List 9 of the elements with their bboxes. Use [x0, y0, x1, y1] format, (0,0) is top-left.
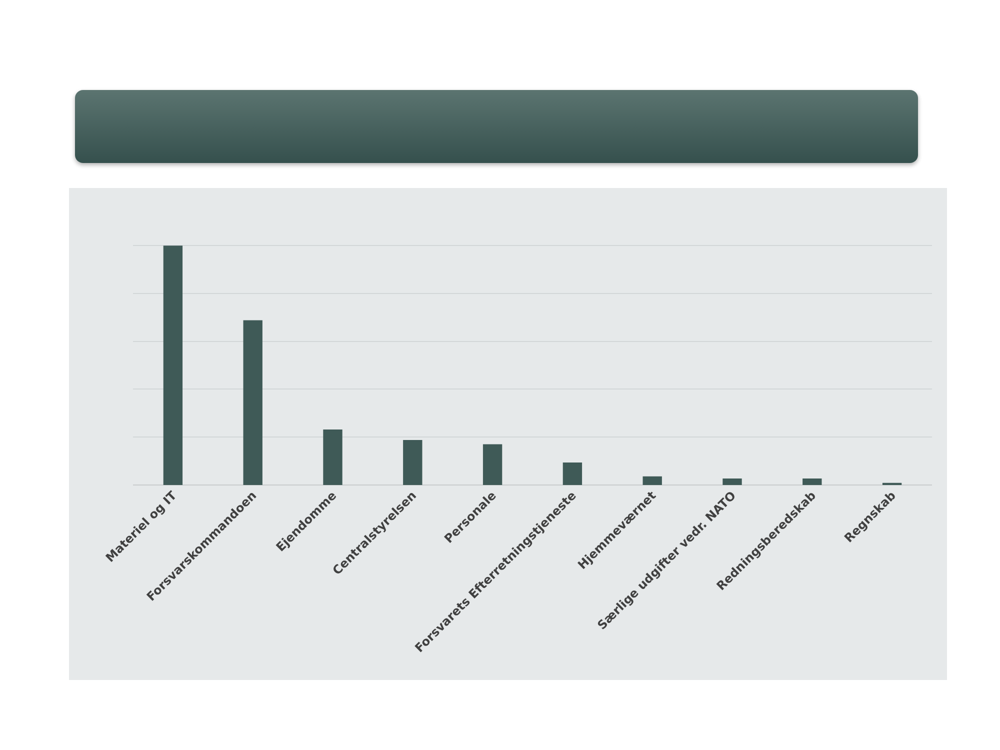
bar [722, 478, 742, 485]
bar [163, 246, 183, 485]
bar [802, 478, 822, 485]
bar [482, 444, 502, 485]
bar [323, 429, 342, 485]
bar [403, 440, 422, 485]
bar [562, 462, 582, 485]
bar [243, 320, 262, 485]
bar [642, 476, 662, 485]
